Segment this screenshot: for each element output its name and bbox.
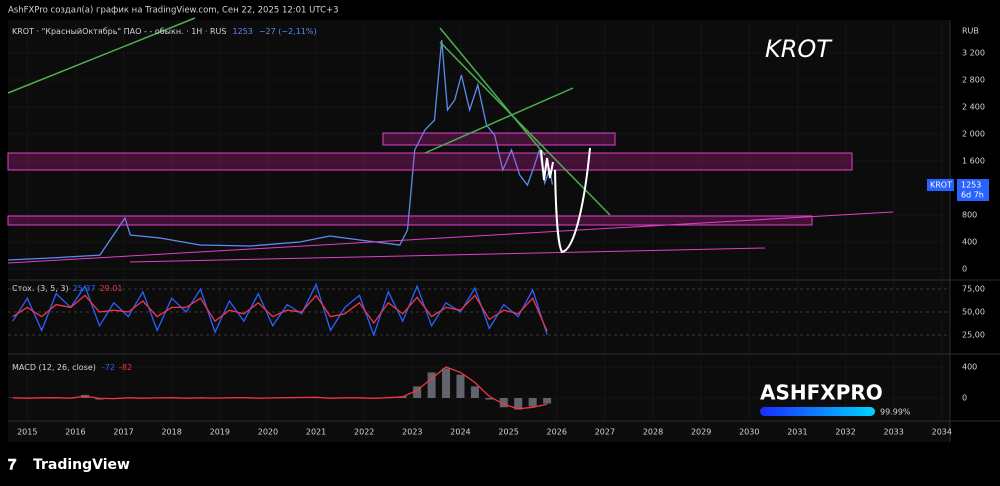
y-tick-label: 3 200 [962, 49, 985, 58]
histogram-bar [470, 386, 479, 398]
trendline [129, 247, 766, 263]
x-tick-label: 2034 [932, 428, 952, 437]
x-tick-label: 2020 [258, 428, 278, 437]
histogram-bar [499, 397, 508, 408]
trendline [424, 87, 574, 154]
projection-curve [540, 147, 591, 254]
y-tick-label: 400 [962, 238, 977, 247]
legend-text: MACD (12, 26, close) [12, 363, 96, 372]
x-tick-label: 2031 [787, 428, 807, 437]
macd-line [12, 366, 548, 410]
tag-countdown: 6d 7h [961, 191, 984, 200]
x-tick-label: 2017 [113, 428, 133, 437]
x-tick-label: 2025 [498, 428, 518, 437]
x-tick-label: 2029 [691, 428, 711, 437]
legend-text: KROT · "КрасныйОктябрь" ПАО - - обыкн. ·… [12, 27, 226, 36]
y-tick-label: 2 800 [962, 76, 985, 85]
legend-last: 25.37 [73, 284, 96, 293]
y-tick-label: 2 400 [962, 103, 985, 112]
x-tick-label: 2030 [739, 428, 759, 437]
currency: RUB [962, 27, 979, 36]
watermark-text: ASHFXPRO [760, 381, 883, 405]
histogram-bar [427, 372, 436, 398]
tag-box [927, 179, 954, 191]
tag-symbol: KROT [930, 181, 952, 190]
y-tick-label: 75,00 [962, 285, 985, 294]
y-tick-label: 0 [962, 393, 967, 402]
legend-last: 29.01 [100, 284, 123, 293]
histogram-bar [413, 386, 422, 398]
watermark-percent: 99.99% [880, 408, 911, 417]
annotation: KROT [765, 35, 833, 63]
price-tag: KROT 1253 6d 7h [927, 179, 989, 201]
indicator-line [12, 282, 548, 337]
x-tick-label: 2027 [595, 428, 615, 437]
watermark: ASHFXPRO 99.99% [760, 381, 911, 417]
macd-legend: MACD (12, 26, close) -72 -82 [12, 363, 132, 372]
x-tick-label: 2024 [450, 428, 470, 437]
legend-change: −27 (−2,11%) [259, 27, 317, 36]
histogram-bar [514, 397, 523, 410]
zone-rect [382, 132, 616, 146]
drawings [7, 17, 894, 264]
x-tick-label: 2026 [547, 428, 567, 437]
histogram-bar [528, 397, 537, 407]
progress-bar [760, 407, 875, 416]
indicator-line [12, 294, 548, 332]
y-tick-label: 1 600 [962, 157, 985, 166]
y-tick-label: 2 000 [962, 130, 985, 139]
histogram-bar [485, 397, 494, 400]
x-tick-label: 2032 [835, 428, 855, 437]
x-tick-label: 2028 [643, 428, 663, 437]
x-tick-label: 2023 [402, 428, 422, 437]
zone-rect [7, 215, 813, 226]
y-tick-label: 25,00 [962, 330, 985, 339]
trendline [7, 211, 894, 264]
price-legend: KROT · "КрасныйОктябрь" ПАО - - обыкн. ·… [12, 27, 317, 36]
x-tick-label: 2015 [17, 428, 37, 437]
histogram-bar [456, 374, 465, 398]
chart-area [8, 20, 950, 442]
tag-box [957, 179, 989, 201]
trendline [7, 17, 196, 94]
trendline [439, 27, 546, 156]
histogram-bar [442, 368, 451, 398]
legend-last: -72 [102, 363, 115, 372]
x-tick-label: 2016 [65, 428, 85, 437]
x-tick-label: 2019 [210, 428, 230, 437]
x-tick-label: 2021 [306, 428, 326, 437]
legend-last: -82 [119, 363, 132, 372]
x-tick-label: 2022 [354, 428, 374, 437]
y-tick-label: 50,00 [962, 307, 985, 316]
tag-value: 1253 [961, 181, 981, 190]
histogram-bar [543, 397, 552, 404]
y-tick-label: 400 [962, 363, 977, 372]
zone-rect [7, 152, 853, 171]
logo-mark: 𝟕 [8, 456, 17, 474]
trendline [439, 41, 611, 216]
y-tick-label: 800 [962, 211, 977, 220]
header-text: AshFXPro создал(а) график на TradingView… [8, 6, 339, 16]
data-layer: 2015 2016 2017 2018 2019 2020 2021 2022 2023 2024… [7, 22, 985, 437]
logo: 𝟕 TradingView [8, 456, 130, 474]
x-tick-label: 2033 [884, 428, 904, 437]
x-tick-label: 2018 [161, 428, 181, 437]
y-tick-label: 0 [962, 265, 967, 274]
legend-last: 1253 [232, 27, 252, 36]
stoch-legend: Стох. (3, 5, 3) 25.37 29.01 [12, 284, 122, 293]
brand: TradingView [33, 457, 130, 473]
price-line [7, 39, 554, 261]
legend-text: Стох. (3, 5, 3) [12, 284, 69, 293]
